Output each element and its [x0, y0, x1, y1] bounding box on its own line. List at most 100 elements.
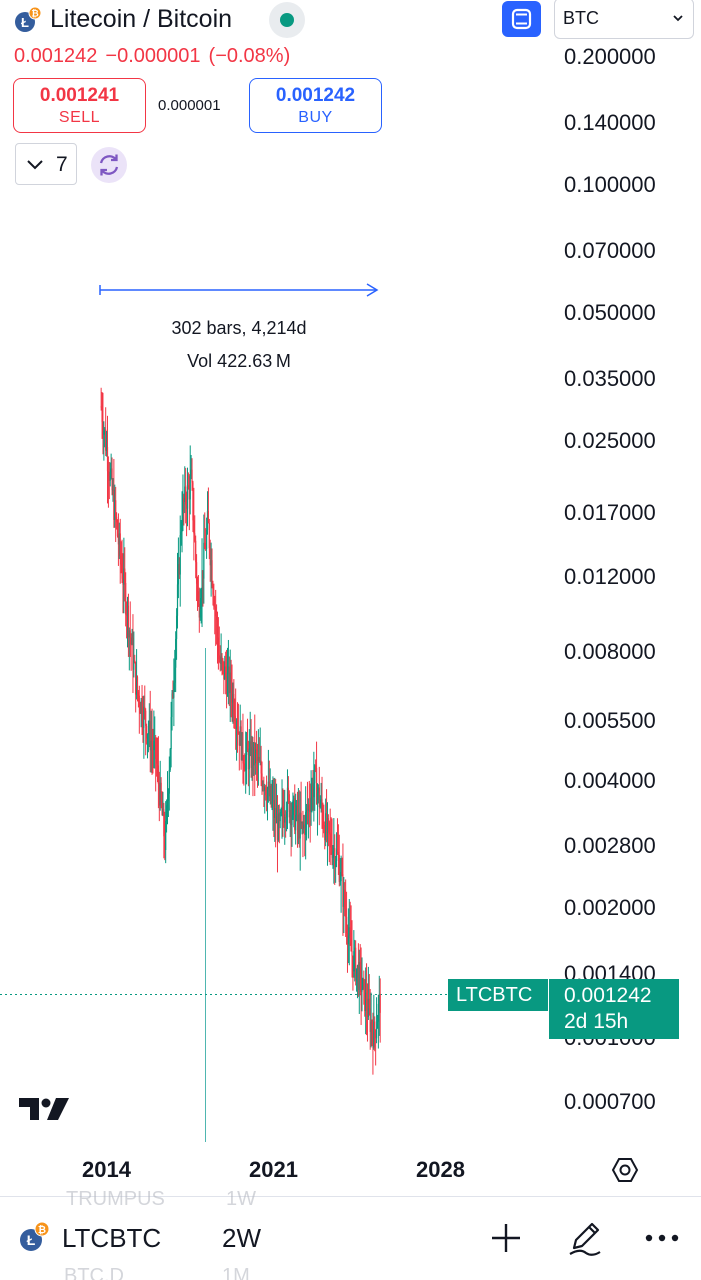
candle-body — [282, 806, 284, 815]
candle-body — [207, 511, 210, 524]
buy-label: BUY — [298, 109, 333, 126]
measure-tool[interactable] — [99, 283, 379, 297]
price-scale-label: 0.017000 — [564, 500, 656, 525]
candle-body — [347, 935, 349, 945]
buy-button[interactable]: 0.001242 BUY — [249, 78, 382, 133]
candle-body — [229, 672, 231, 694]
currency-select[interactable]: BTC — [554, 0, 694, 39]
candle-body — [115, 500, 117, 517]
candle-body — [337, 851, 339, 855]
candle-body — [121, 564, 123, 579]
indicators-count: 7 — [56, 153, 68, 176]
candle-body — [221, 656, 223, 661]
candle-body — [226, 673, 229, 695]
candle-body — [246, 742, 249, 752]
drawing-pen-icon[interactable] — [566, 1218, 604, 1258]
candle-body — [156, 763, 159, 766]
candle-body — [125, 614, 128, 616]
candle-body — [327, 818, 329, 823]
candle-body — [141, 700, 143, 722]
candle-body — [218, 655, 220, 660]
candle-body — [105, 447, 108, 451]
candle-body — [256, 753, 259, 761]
candle-body — [165, 805, 168, 822]
price-change-line: 0.001242 −0.000001 (−0.08%) — [14, 45, 298, 68]
candle-body — [333, 848, 335, 852]
candle-body — [264, 787, 266, 791]
interval-button[interactable]: 2W — [222, 1223, 261, 1253]
candle-body — [239, 726, 241, 746]
candle-body — [119, 533, 121, 556]
candle-body — [215, 607, 217, 617]
candle-body — [260, 760, 262, 774]
candle-body — [129, 630, 131, 638]
candle-body — [329, 832, 331, 835]
candle-body — [287, 787, 289, 795]
candle-body — [351, 951, 353, 956]
candle-body — [192, 482, 194, 521]
candle-body — [361, 989, 363, 992]
candle-body — [168, 769, 170, 794]
candle-body — [348, 927, 350, 936]
candle-body — [124, 568, 126, 584]
candle-body — [122, 578, 124, 585]
candle-body — [304, 824, 306, 835]
candle-body — [116, 522, 119, 537]
market-status-indicator[interactable] — [269, 2, 305, 38]
candle-body — [232, 693, 234, 703]
symbol-search-button[interactable]: LTCBTC — [62, 1223, 162, 1253]
candle-body — [223, 661, 225, 680]
refresh-button[interactable] — [91, 147, 127, 183]
candle-body — [323, 825, 325, 829]
indicators-toggle-button[interactable]: 7 — [15, 143, 77, 185]
more-options-icon[interactable] — [642, 1225, 682, 1251]
candle-body — [224, 666, 226, 680]
candle-body — [331, 847, 333, 858]
candle-body — [299, 812, 301, 839]
candle-body — [117, 536, 120, 545]
tradingview-logo-icon[interactable] — [19, 1095, 69, 1123]
candle-body — [378, 994, 380, 1004]
candle-body — [284, 816, 286, 823]
candle-body — [143, 706, 145, 728]
candle-body — [311, 786, 313, 798]
candle-body — [365, 992, 368, 1011]
scale-settings-icon[interactable] — [611, 1156, 639, 1184]
candle-body — [185, 504, 188, 509]
candle-body — [180, 531, 182, 536]
last-price-tag: 0.001242 2d 15h — [549, 979, 679, 1039]
candle-body — [266, 789, 269, 801]
candle-body — [259, 760, 261, 762]
candle-body — [345, 916, 348, 934]
symbol-title[interactable]: Litecoin / Bitcoin — [50, 5, 233, 33]
candle-body — [298, 814, 300, 839]
last-price: 0.001242 — [14, 45, 98, 67]
candle-body — [312, 786, 314, 798]
candle-body — [159, 782, 161, 806]
candle-body — [148, 720, 150, 734]
candle-body — [164, 836, 166, 850]
candle-body — [322, 810, 324, 826]
price-chart[interactable] — [0, 0, 701, 1150]
candle-body — [275, 808, 277, 824]
candle-body — [147, 733, 150, 735]
candle-body — [315, 765, 317, 768]
candle-body — [209, 548, 211, 566]
candle-body — [372, 1032, 374, 1048]
price-scale-label: 0.012000 — [564, 564, 656, 589]
candle-body — [263, 785, 265, 791]
plus-icon[interactable] — [488, 1220, 524, 1256]
candle-body — [235, 721, 237, 730]
candle-body — [254, 742, 256, 764]
sell-button[interactable]: 0.001241 SELL — [13, 78, 146, 133]
candle-body — [374, 1021, 376, 1032]
candle-body — [161, 801, 163, 815]
candle-body — [243, 763, 245, 770]
fullscreen-toggle-button[interactable] — [502, 1, 541, 37]
candle-body — [158, 784, 160, 806]
candle-body — [237, 731, 239, 733]
candle-body — [104, 429, 106, 431]
candle-body — [295, 805, 298, 816]
price-scale-label: 0.002000 — [564, 895, 656, 920]
candle-body — [222, 660, 224, 662]
